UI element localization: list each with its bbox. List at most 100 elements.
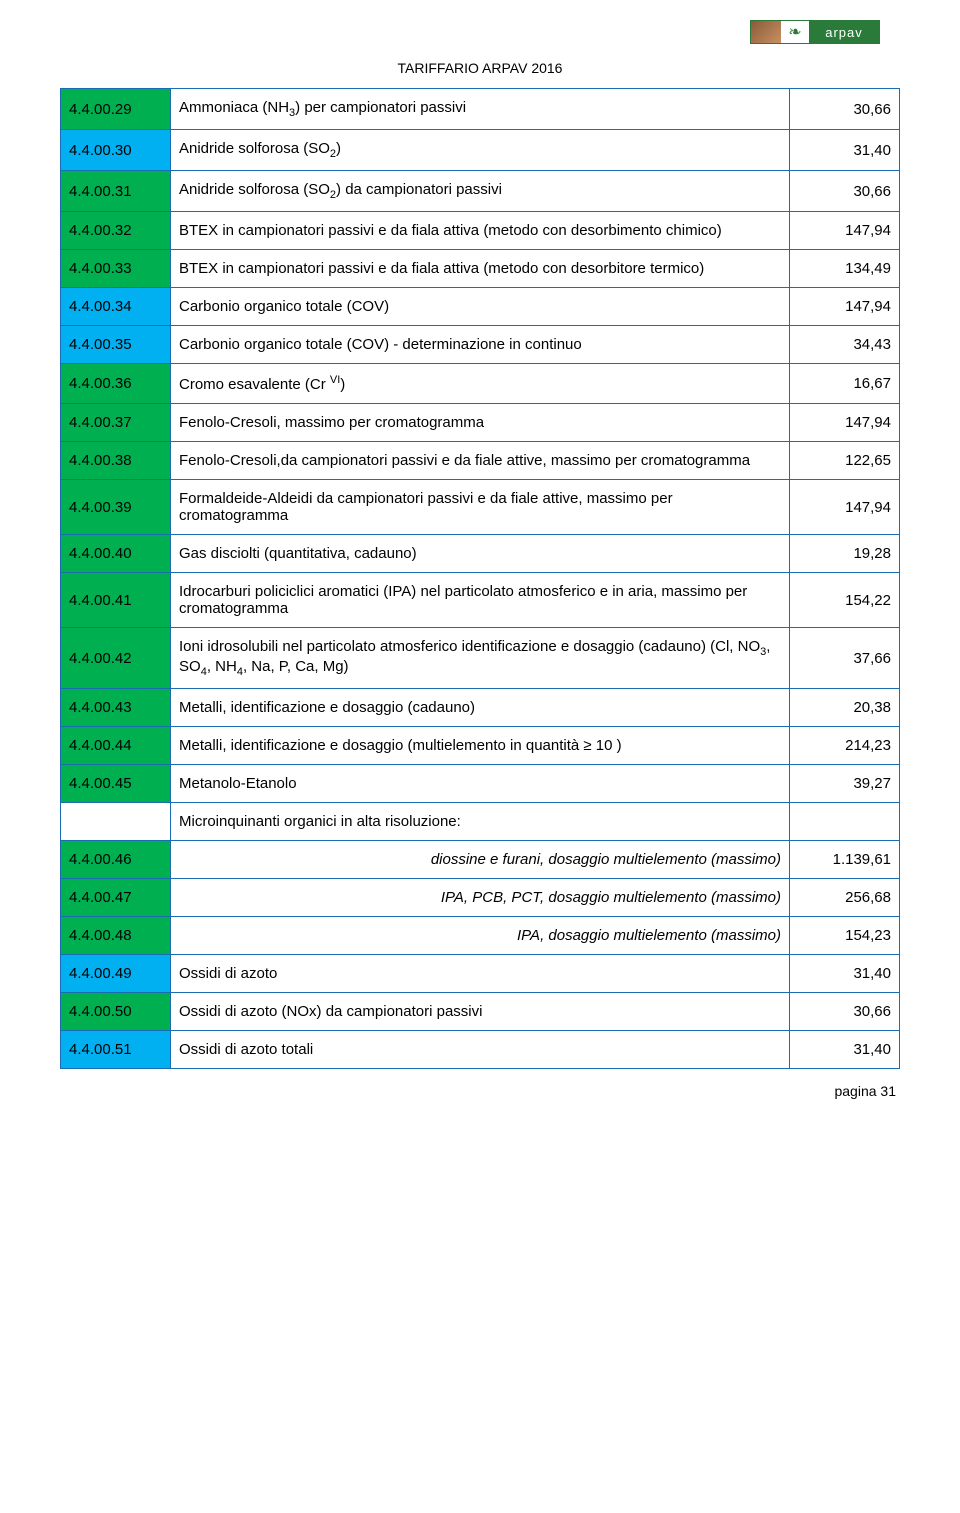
description-cell: Ioni idrosolubili nel particolato atmosf… [171,628,790,689]
value-cell: 147,94 [790,288,900,326]
value-cell: 16,67 [790,364,900,404]
table-row: 4.4.00.41Idrocarburi policiclici aromati… [61,573,900,628]
code-cell: 4.4.00.39 [61,480,171,535]
description-cell: Cromo esavalente (Cr VI) [171,364,790,404]
value-cell: 30,66 [790,171,900,212]
value-cell: 31,40 [790,955,900,993]
table-row: Microinquinanti organici in alta risoluz… [61,803,900,841]
description-cell: Fenolo-Cresoli,da campionatori passivi e… [171,442,790,480]
table-row: 4.4.00.35Carbonio organico totale (COV) … [61,326,900,364]
code-cell: 4.4.00.43 [61,689,171,727]
description-cell: Carbonio organico totale (COV) [171,288,790,326]
code-cell: 4.4.00.35 [61,326,171,364]
value-cell [790,803,900,841]
table-row: 4.4.00.44Metalli, identificazione e dosa… [61,727,900,765]
value-cell: 31,40 [790,1031,900,1069]
value-cell: 34,43 [790,326,900,364]
description-cell: Gas disciolti (quantitativa, cadauno) [171,535,790,573]
code-cell: 4.4.00.46 [61,841,171,879]
logo-image-part [751,21,781,43]
code-cell: 4.4.00.30 [61,130,171,171]
table-row: 4.4.00.49Ossidi di azoto31,40 [61,955,900,993]
description-cell: diossine e furani, dosaggio multielement… [171,841,790,879]
description-cell: Metalli, identificazione e dosaggio (cad… [171,689,790,727]
code-cell: 4.4.00.37 [61,404,171,442]
value-cell: 1.139,61 [790,841,900,879]
description-cell: Formaldeide-Aldeidi da campionatori pass… [171,480,790,535]
table-row: 4.4.00.31Anidride solforosa (SO2) da cam… [61,171,900,212]
table-row: 4.4.00.39Formaldeide-Aldeidi da campiona… [61,480,900,535]
code-cell: 4.4.00.40 [61,535,171,573]
table-row: 4.4.00.43Metalli, identificazione e dosa… [61,689,900,727]
code-cell: 4.4.00.38 [61,442,171,480]
description-cell: Ammoniaca (NH3) per campionatori passivi [171,89,790,130]
page-footer: pagina 31 [60,1083,900,1099]
code-cell: 4.4.00.42 [61,628,171,689]
description-cell: Carbonio organico totale (COV) - determi… [171,326,790,364]
logo-text: arpav [809,21,879,43]
description-cell: Anidride solforosa (SO2) [171,130,790,171]
code-cell [61,803,171,841]
code-cell: 4.4.00.44 [61,727,171,765]
value-cell: 134,49 [790,250,900,288]
description-cell: Anidride solforosa (SO2) da campionatori… [171,171,790,212]
table-row: 4.4.00.51Ossidi di azoto totali31,40 [61,1031,900,1069]
description-cell: IPA, PCB, PCT, dosaggio multielemento (m… [171,879,790,917]
description-cell: Ossidi di azoto totali [171,1031,790,1069]
description-cell: Metanolo-Etanolo [171,765,790,803]
description-cell: Idrocarburi policiclici aromatici (IPA) … [171,573,790,628]
code-cell: 4.4.00.33 [61,250,171,288]
table-row: 4.4.00.50Ossidi di azoto (NOx) da campio… [61,993,900,1031]
description-cell: IPA, dosaggio multielemento (massimo) [171,917,790,955]
table-row: 4.4.00.37Fenolo-Cresoli, massimo per cro… [61,404,900,442]
code-cell: 4.4.00.41 [61,573,171,628]
value-cell: 256,68 [790,879,900,917]
code-cell: 4.4.00.45 [61,765,171,803]
value-cell: 39,27 [790,765,900,803]
table-row: 4.4.00.38Fenolo-Cresoli,da campionatori … [61,442,900,480]
code-cell: 4.4.00.32 [61,212,171,250]
description-cell: BTEX in campionatori passivi e da fiala … [171,212,790,250]
value-cell: 31,40 [790,130,900,171]
table-row: 4.4.00.29Ammoniaca (NH3) per campionator… [61,89,900,130]
table-row: 4.4.00.47IPA, PCB, PCT, dosaggio multiel… [61,879,900,917]
code-cell: 4.4.00.50 [61,993,171,1031]
code-cell: 4.4.00.36 [61,364,171,404]
table-row: 4.4.00.33BTEX in campionatori passivi e … [61,250,900,288]
description-cell: Fenolo-Cresoli, massimo per cromatogramm… [171,404,790,442]
arpav-logo: ❧ arpav [750,20,880,44]
value-cell: 30,66 [790,993,900,1031]
description-cell: Metalli, identificazione e dosaggio (mul… [171,727,790,765]
description-cell: Microinquinanti organici in alta risoluz… [171,803,790,841]
tariff-table: 4.4.00.29Ammoniaca (NH3) per campionator… [60,88,900,1069]
table-row: 4.4.00.40Gas disciolti (quantitativa, ca… [61,535,900,573]
code-cell: 4.4.00.29 [61,89,171,130]
value-cell: 122,65 [790,442,900,480]
value-cell: 20,38 [790,689,900,727]
table-row: 4.4.00.34Carbonio organico totale (COV)1… [61,288,900,326]
table-row: 4.4.00.36Cromo esavalente (Cr VI)16,67 [61,364,900,404]
description-cell: Ossidi di azoto (NOx) da campionatori pa… [171,993,790,1031]
table-row: 4.4.00.42Ioni idrosolubili nel particola… [61,628,900,689]
code-cell: 4.4.00.34 [61,288,171,326]
value-cell: 214,23 [790,727,900,765]
document-title: TARIFFARIO ARPAV 2016 [60,60,900,76]
value-cell: 147,94 [790,212,900,250]
value-cell: 30,66 [790,89,900,130]
table-row: 4.4.00.30Anidride solforosa (SO2)31,40 [61,130,900,171]
code-cell: 4.4.00.48 [61,917,171,955]
value-cell: 147,94 [790,480,900,535]
description-cell: BTEX in campionatori passivi e da fiala … [171,250,790,288]
table-row: 4.4.00.45Metanolo-Etanolo39,27 [61,765,900,803]
code-cell: 4.4.00.49 [61,955,171,993]
table-row: 4.4.00.32BTEX in campionatori passivi e … [61,212,900,250]
value-cell: 19,28 [790,535,900,573]
value-cell: 154,22 [790,573,900,628]
logo-leaf-icon: ❧ [781,21,809,43]
table-row: 4.4.00.46diossine e furani, dosaggio mul… [61,841,900,879]
value-cell: 147,94 [790,404,900,442]
description-cell: Ossidi di azoto [171,955,790,993]
value-cell: 154,23 [790,917,900,955]
code-cell: 4.4.00.31 [61,171,171,212]
value-cell: 37,66 [790,628,900,689]
